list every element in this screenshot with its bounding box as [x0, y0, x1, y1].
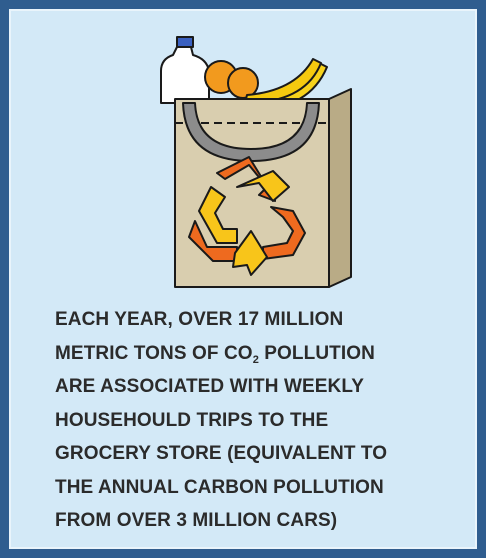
text-line: GROCERY STORE (EQUIVALENT TO — [55, 437, 387, 471]
text-segment: METRIC TONS OF CO — [55, 343, 253, 364]
text-line: METRIC TONS OF CO2 POLLUTION — [55, 337, 387, 371]
text-line: EACH YEAR, OVER 17 MILLION — [55, 303, 387, 337]
text-line: ARE ASSOCIATED WITH WEEKLY — [55, 370, 387, 404]
text-line: FROM OVER 3 MILLION CARS) — [55, 504, 387, 538]
text-segment: POLLUTION — [259, 343, 375, 364]
grocery-bag-illustration — [11, 11, 475, 301]
text-line: THE ANNUAL CARBON POLLUTION — [55, 471, 387, 505]
text-line: HOUSEHOULD TRIPS TO THE — [55, 404, 387, 438]
card: EACH YEAR, OVER 17 MILLIONMETRIC TONS OF… — [0, 0, 486, 558]
